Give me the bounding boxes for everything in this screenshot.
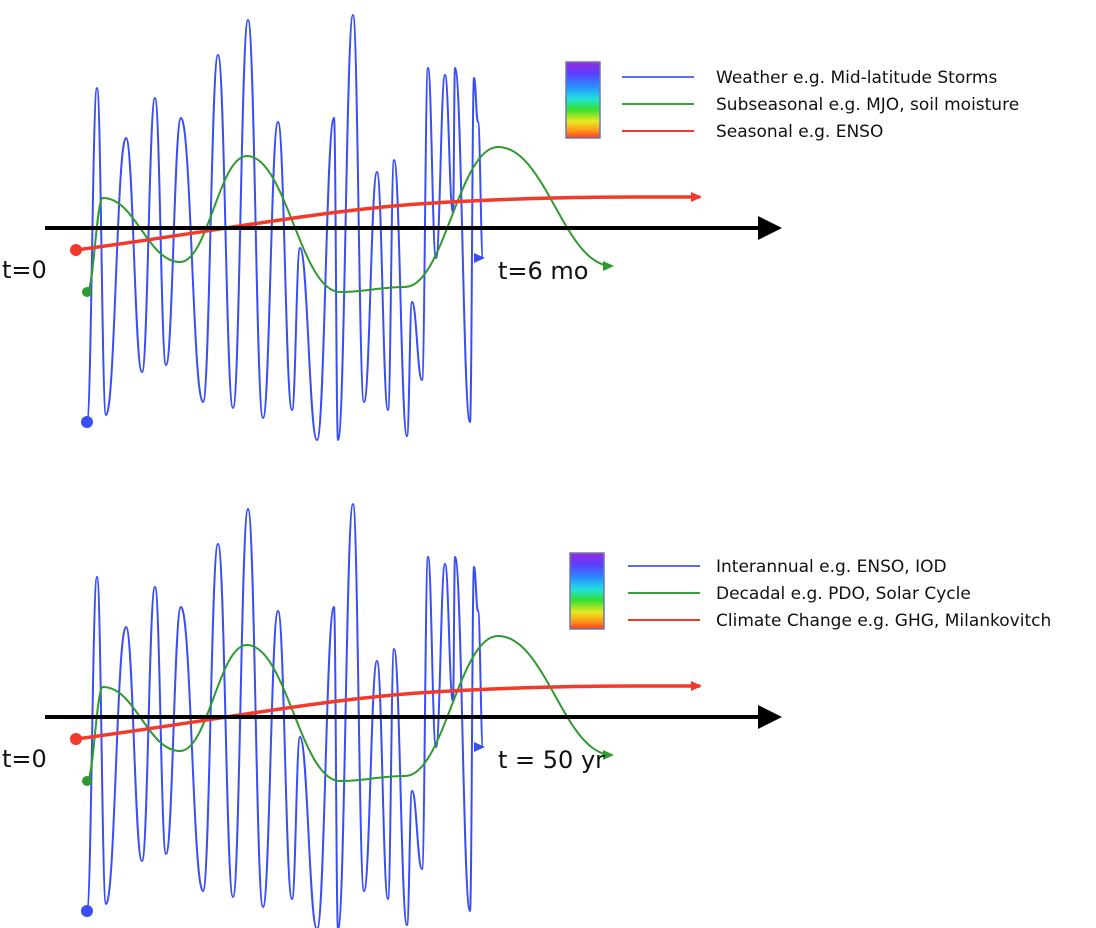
subseasonal-signal-curve xyxy=(86,634,614,783)
seasonal-signal-curve xyxy=(75,680,702,741)
end-label: t=6 mo xyxy=(498,257,588,285)
weather-start-dot xyxy=(81,416,93,428)
legend-label-2: Seasonal e.g. ENSO xyxy=(716,122,883,142)
subseasonal-start-dot xyxy=(82,776,92,786)
axis-arrowhead xyxy=(758,705,782,729)
subseasonal-signal-curve xyxy=(86,145,614,294)
start-label: t=0 xyxy=(2,745,47,773)
legend-label-1: Decadal e.g. PDO, Solar Cycle xyxy=(716,584,971,604)
start-label: t=0 xyxy=(2,256,47,284)
legend-label-2: Climate Change e.g. GHG, Milankovitch xyxy=(716,611,1051,631)
spectrum-swatch xyxy=(565,61,601,139)
panel-seasonal: t=0 t=6 mo Weather e.g. Mid-latitude Sto… xyxy=(2,14,1019,441)
legend-label-0: Weather e.g. Mid-latitude Storms xyxy=(716,68,997,88)
end-label: t = 50 yr xyxy=(498,746,605,774)
weather-signal-curve xyxy=(86,503,485,928)
legend-label-0: Interannual e.g. ENSO, IOD xyxy=(716,557,947,577)
spectrum-swatch xyxy=(569,552,605,630)
subseasonal-start-dot xyxy=(82,287,92,297)
seasonal-signal-curve xyxy=(75,191,702,252)
weather-signal-curve xyxy=(86,14,485,441)
seasonal-start-dot xyxy=(70,244,82,256)
legend-label-1: Subseasonal e.g. MJO, soil moisture xyxy=(716,95,1019,115)
seasonal-start-dot xyxy=(70,733,82,745)
weather-start-dot xyxy=(81,905,93,917)
axis-arrowhead xyxy=(758,216,782,240)
panel-climate: t=0 t = 50 yr Interannual e.g. ENSO, IOD… xyxy=(2,503,1051,928)
